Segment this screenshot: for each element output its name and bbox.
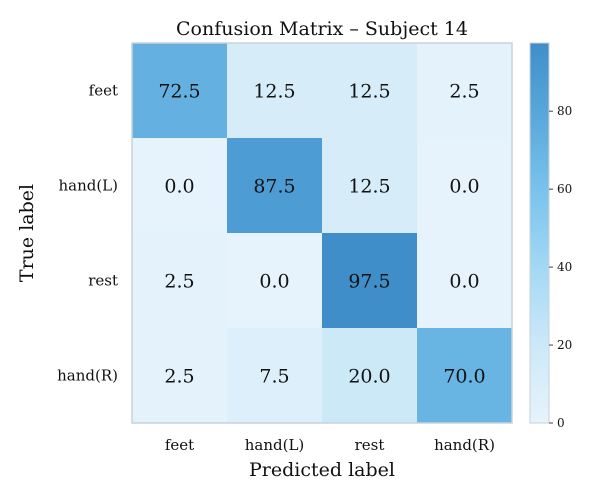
heatmap-cell <box>322 43 417 138</box>
y-tick-labels: feet hand(L) rest hand(R) <box>57 82 118 385</box>
cell-value-label: 20.0 <box>348 366 390 388</box>
x-tick-label: rest <box>355 436 385 454</box>
colorbar-tick-label: 20 <box>557 338 572 352</box>
cell-value-label: 2.5 <box>449 81 479 103</box>
heatmap-cell <box>227 43 322 138</box>
x-tick-label: feet <box>165 436 194 454</box>
heatmap-frame <box>131 42 513 424</box>
heatmap-cell <box>417 138 512 233</box>
cell-value-label: 87.5 <box>253 176 295 198</box>
chart-title: Confusion Matrix – Subject 14 <box>176 18 468 40</box>
heatmap-cell <box>227 328 322 423</box>
heatmap-cell <box>417 328 512 423</box>
colorbar-ticks: 0 20 40 60 80 <box>549 104 572 430</box>
colorbar-tick-label: 0 <box>557 416 565 430</box>
cell-value-label: 12.5 <box>348 81 390 103</box>
cell-value-label: 0.0 <box>164 176 194 198</box>
cell-value-label: 72.5 <box>158 81 200 103</box>
cell-value-label: 0.0 <box>259 271 289 293</box>
heatmap-cell <box>132 328 227 423</box>
heatmap-cell <box>322 328 417 423</box>
y-tick-label: hand(R) <box>57 367 118 385</box>
heatmap-cells: 72.5 12.5 12.5 2.5 0.0 87.5 12.5 0.0 2.5 0.0 97.5 0… <box>132 43 512 423</box>
cell-value-label: 70.0 <box>443 366 485 388</box>
cell-value-label: 2.5 <box>164 366 194 388</box>
cell-value-label: 0.0 <box>449 271 479 293</box>
heatmap-cell <box>227 233 322 328</box>
heatmap-cell <box>132 43 227 138</box>
cell-value-label: 12.5 <box>253 81 295 103</box>
y-axis-label: True label <box>16 184 38 282</box>
cell-value-label: 12.5 <box>348 176 390 198</box>
heatmap-cell <box>322 138 417 233</box>
heatmap-cell <box>417 233 512 328</box>
cell-value-label: 97.5 <box>348 271 390 293</box>
colorbar-tick-label: 60 <box>557 182 572 196</box>
cell-value-label: 0.0 <box>449 176 479 198</box>
y-tick-label: rest <box>88 272 118 290</box>
y-tick-label: feet <box>89 82 118 100</box>
colorbar-tick-label: 40 <box>557 260 572 274</box>
cell-value-label: 2.5 <box>164 271 194 293</box>
x-tick-labels: feet hand(L) rest hand(R) <box>165 436 495 454</box>
heatmap-cell <box>132 233 227 328</box>
heatmap-cell <box>322 233 417 328</box>
heatmap-cell <box>132 138 227 233</box>
x-tick-label: hand(L) <box>245 436 305 454</box>
x-axis-label: Predicted label <box>249 459 395 481</box>
heatmap-cell <box>417 43 512 138</box>
colorbar-tick-label: 80 <box>557 104 572 118</box>
heatmap-cell <box>227 138 322 233</box>
x-tick-label: hand(R) <box>434 436 495 454</box>
y-tick-label: hand(L) <box>58 177 118 195</box>
colorbar <box>529 42 550 424</box>
cell-value-label: 7.5 <box>259 366 289 388</box>
